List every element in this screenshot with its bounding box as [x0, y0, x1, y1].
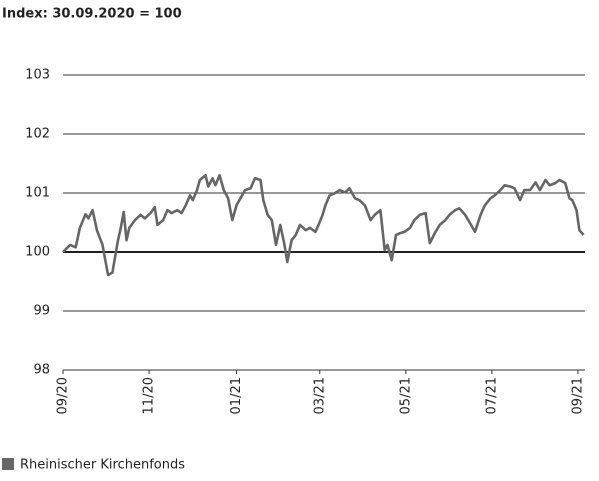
x-tick-label: 03/21 [312, 377, 327, 414]
y-tick-label: 101 [25, 186, 50, 201]
series-line [62, 174, 585, 277]
x-tick-label: 05/21 [398, 377, 413, 414]
x-tick-label: 09/20 [56, 377, 71, 414]
y-tick-label: 100 [25, 245, 50, 260]
x-tick-label: 11/20 [142, 377, 157, 414]
legend-swatch [2, 458, 14, 470]
y-tick-label: 103 [25, 68, 50, 83]
x-tick-label: 07/21 [484, 377, 499, 414]
legend-label: Rheinischer Kirchenfonds [20, 458, 185, 473]
x-tick-label: 09/21 [570, 377, 585, 414]
chart-title: Index: 30.09.2020 = 100 [2, 7, 182, 22]
x-tick-label: 01/21 [229, 377, 244, 414]
y-tick-label: 99 [33, 304, 50, 319]
y-tick-label: 98 [33, 363, 50, 378]
y-tick-label: 102 [25, 127, 50, 142]
